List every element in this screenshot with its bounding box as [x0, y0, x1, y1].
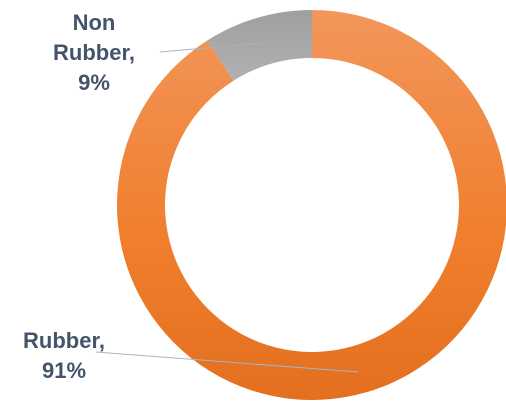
- slices-layer: [117, 10, 506, 400]
- leader-line-non-rubber: [159, 42, 263, 53]
- data-label-rubber-line-1: Rubber,: [23, 328, 105, 353]
- slice-rubber: [117, 10, 506, 400]
- labels-layer: Rubber, 91% Non Rubber, 9%: [23, 10, 135, 383]
- data-label-non-rubber: Non Rubber, 9%: [53, 10, 135, 95]
- data-label-rubber: Rubber, 91%: [23, 328, 105, 383]
- slice-non-rubber: [207, 10, 312, 81]
- data-label-non-rubber-line-3: 9%: [78, 70, 110, 95]
- data-label-non-rubber-line-2: Rubber,: [53, 40, 135, 65]
- data-label-rubber-line-2: 91%: [42, 358, 86, 383]
- leader-line-rubber: [95, 351, 359, 373]
- leader-lines-layer: [95, 42, 359, 373]
- data-label-non-rubber-line-1: Non: [73, 10, 116, 35]
